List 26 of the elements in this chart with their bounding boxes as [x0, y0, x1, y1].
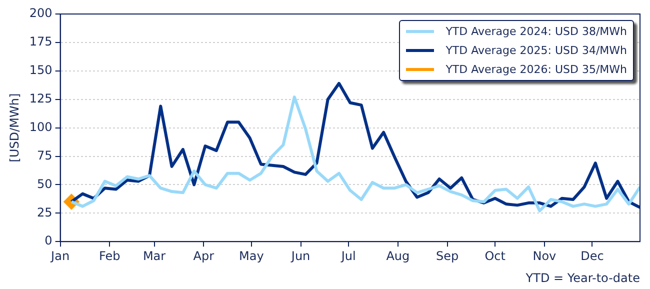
- x-tick-label: Mar: [142, 248, 166, 263]
- x-tick-label: Apr: [193, 248, 214, 263]
- y-tick-label: 100: [29, 120, 52, 134]
- x-tick-label: Feb: [99, 248, 120, 263]
- x-tick-label: Aug: [386, 248, 410, 263]
- legend-label: YTD Average 2026: USD 35/MWh: [446, 63, 627, 76]
- x-tick-label: Sep: [436, 248, 459, 263]
- x-tick-label: Oct: [484, 248, 506, 263]
- y-tick-label: 0: [44, 234, 52, 248]
- y-tick-label: 175: [29, 34, 52, 49]
- x-tick-label: Dec: [580, 248, 604, 263]
- y-tick-label: 50: [37, 176, 52, 191]
- y-tick-label: 25: [37, 205, 52, 220]
- y-tick-label: 200: [29, 6, 52, 20]
- legend-label: YTD Average 2024: USD 38/MWh: [446, 25, 627, 38]
- text: YTD = Year-to-date: [524, 271, 640, 286]
- legend-label: YTD Average 2025: USD 34/MWh: [446, 44, 627, 57]
- x-tick-label: Jul: [340, 248, 356, 263]
- x-tick-label: May: [239, 248, 264, 263]
- x-tick-label: Jan: [50, 248, 70, 263]
- y-axis-title: [USD/MWh]: [7, 93, 22, 162]
- x-tick-label: Nov: [532, 248, 556, 263]
- y-tick-label: 75: [37, 148, 52, 162]
- x-tick-label: Jun: [290, 248, 310, 263]
- y-tick-label: 150: [29, 63, 52, 78]
- y-tick-label: 125: [29, 91, 52, 106]
